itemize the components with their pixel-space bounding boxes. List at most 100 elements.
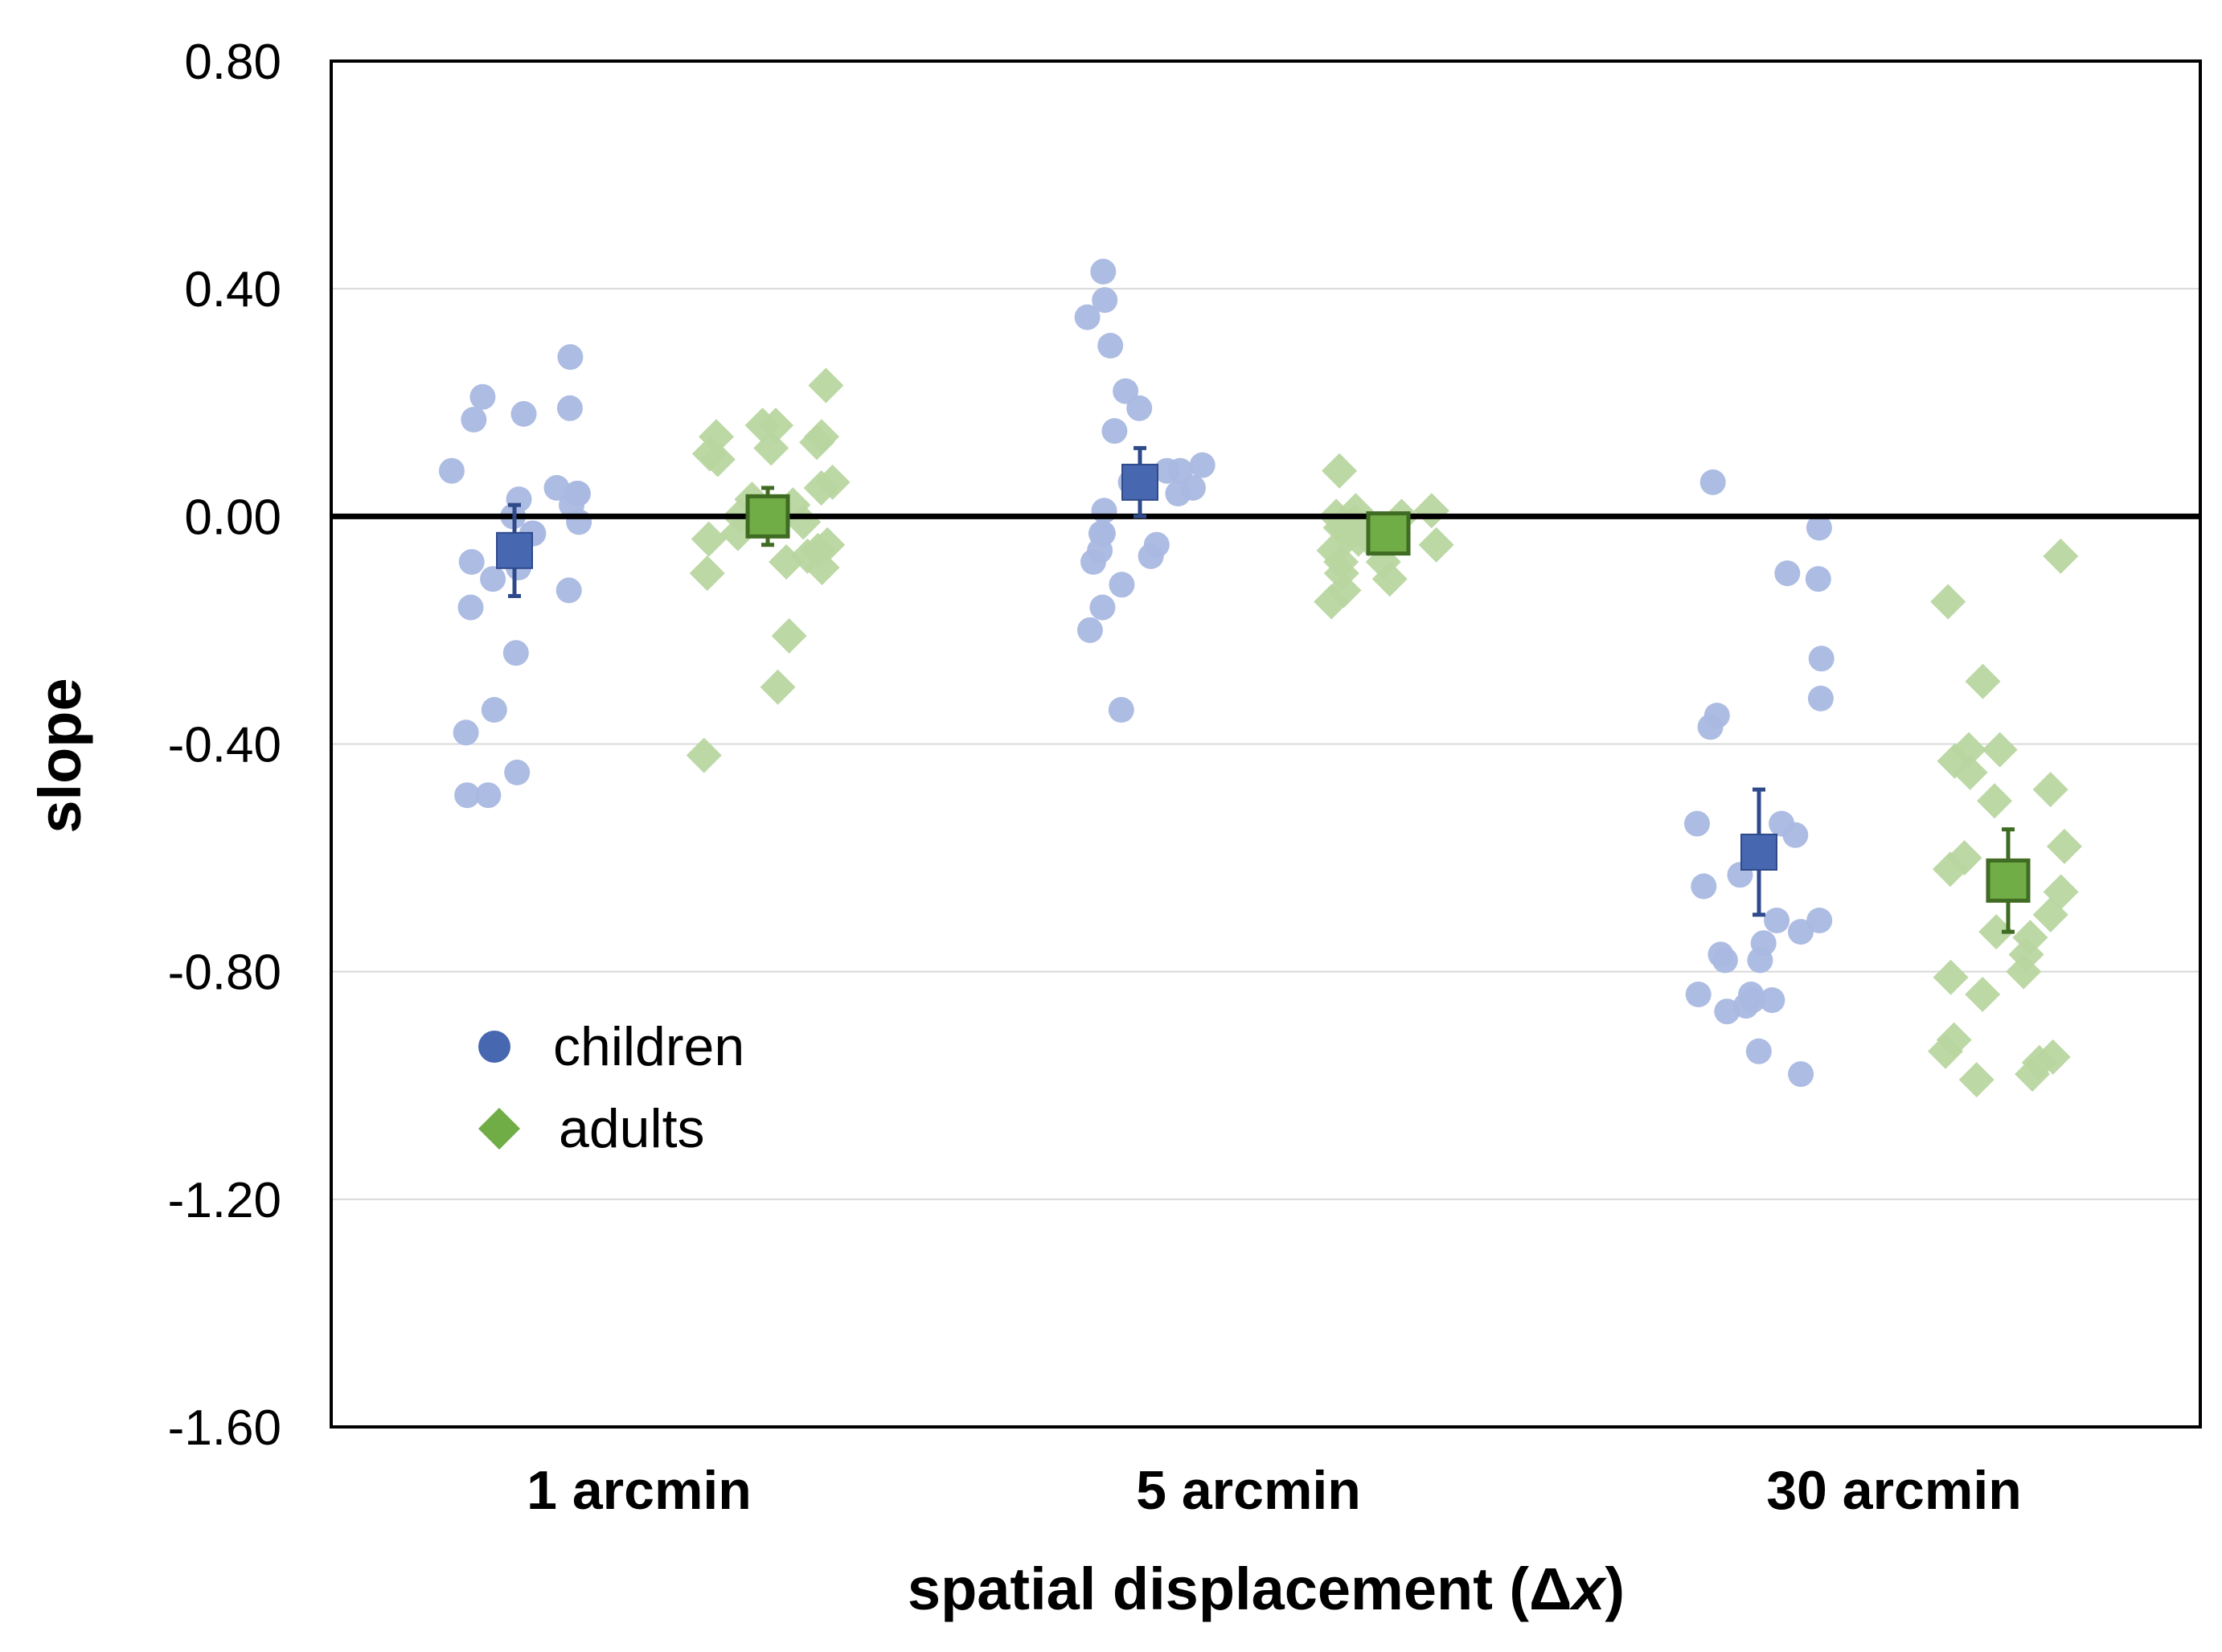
- children-data-point: [480, 566, 506, 592]
- children-data-point: [454, 782, 481, 809]
- adults-data-point: [691, 521, 727, 557]
- y-tick-label: 0.40: [184, 262, 281, 318]
- y-tick-label: -0.80: [168, 945, 281, 1001]
- children-data-point: [1714, 998, 1740, 1025]
- children-data-point: [1090, 258, 1117, 285]
- children-data-point: [1807, 685, 1834, 711]
- y-tick-label: 0.80: [184, 35, 281, 90]
- x-axis-title-prefix: spatial displacement (: [908, 1556, 1529, 1622]
- adults-data-point: [1933, 959, 1969, 995]
- legend-adults-label: adults: [559, 1098, 704, 1159]
- children-data-point: [1774, 560, 1801, 587]
- children-data-point: [453, 719, 479, 746]
- x-tick-label: 1 arcmin: [527, 1460, 752, 1521]
- children-data-point: [1712, 947, 1738, 974]
- children-data-point: [1138, 543, 1164, 569]
- adults-data-point: [769, 543, 805, 580]
- children-data-point: [1788, 1061, 1814, 1088]
- children-data-point: [556, 577, 582, 604]
- y-tick-label: 0.00: [184, 490, 281, 545]
- adults-mean-marker: [1986, 858, 2031, 903]
- children-data-point: [1808, 646, 1835, 672]
- legend: children adults: [478, 1016, 744, 1159]
- children-data-point: [1806, 514, 1832, 541]
- adults-data-point: [2032, 896, 2068, 933]
- children-data-point: [510, 400, 537, 427]
- children-data-point: [1684, 810, 1710, 837]
- children-data-point: [461, 407, 487, 432]
- y-tick-label: -0.40: [168, 718, 281, 773]
- gridlines: [331, 288, 2200, 1200]
- children-data-point: [1699, 469, 1726, 495]
- children-mean-marker: [1740, 834, 1777, 871]
- children-data-point: [1691, 873, 1717, 900]
- children-data-point: [1089, 594, 1116, 621]
- children-data-point: [1101, 418, 1128, 445]
- legend-children-marker: [478, 1031, 510, 1063]
- children-data-point: [1747, 947, 1773, 974]
- x-axis-title-variable: x: [1568, 1556, 1607, 1622]
- children-data-point: [504, 759, 531, 785]
- adults-data-point: [699, 441, 736, 478]
- adults-data-point: [1314, 584, 1350, 620]
- x-axis-ticks: 1 arcmin 5 arcmin 30 arcmin: [527, 1460, 2022, 1521]
- adults-data-point: [2043, 538, 2079, 574]
- x-tick-label: 30 arcmin: [1766, 1460, 2022, 1521]
- children-data-point: [1764, 908, 1790, 933]
- children-data-point: [1097, 333, 1124, 359]
- children-data-point: [475, 782, 502, 809]
- x-tick-label: 5 arcmin: [1136, 1460, 1361, 1521]
- children-data-point: [1113, 378, 1139, 404]
- adults-data-point: [1982, 732, 2018, 768]
- adults-mean-marker: [1366, 511, 1411, 556]
- y-axis-title: slope: [27, 678, 93, 833]
- children-data-point: [481, 697, 507, 723]
- adults-data-point: [2032, 772, 2068, 808]
- y-tick-label: -1.60: [168, 1400, 281, 1456]
- mean-markers: [496, 445, 2031, 934]
- adults-data-point: [2006, 953, 2042, 990]
- children-mean-marker: [1121, 463, 1158, 501]
- children-data-point: [1806, 908, 1833, 933]
- adults-data-point: [1371, 561, 1408, 597]
- adults-data-point: [1413, 493, 1449, 529]
- children-data-point: [1759, 987, 1785, 1014]
- children-data-point: [1805, 566, 1831, 592]
- children-data-point: [566, 509, 592, 535]
- children-data-point: [556, 395, 583, 421]
- adults-data-point: [1322, 453, 1358, 489]
- children-data-point: [1745, 1038, 1772, 1064]
- children-data-point: [1165, 481, 1191, 506]
- adults-data-point: [1965, 976, 2001, 1012]
- children-data-point: [458, 549, 485, 575]
- x-axis-title-suffix: ): [1605, 1556, 1625, 1622]
- adults-data-point: [1977, 783, 2013, 819]
- children-data-point: [457, 594, 484, 621]
- children-data-point: [1076, 617, 1103, 643]
- children-data-point: [1697, 714, 1724, 740]
- children-data-point: [1080, 549, 1106, 575]
- children-data-point: [438, 457, 465, 484]
- y-axis-ticks: 0.80 0.40 0.00 -0.40 -0.80 -1.20 -1.60: [168, 35, 281, 1456]
- legend-children-label: children: [553, 1016, 744, 1077]
- adults-data-point: [760, 669, 796, 705]
- adults-mean-marker: [745, 494, 790, 539]
- adults-data-point: [803, 469, 839, 506]
- adults-data-point: [785, 504, 822, 540]
- adults-data-point: [686, 737, 722, 773]
- children-data-point: [543, 474, 570, 501]
- y-tick-label: -1.20: [168, 1173, 281, 1228]
- children-data-point: [1074, 304, 1101, 330]
- adults-data-point: [758, 408, 794, 444]
- children-data-point: [1109, 572, 1135, 598]
- children-data-point: [1092, 287, 1118, 314]
- plot-area-border: [330, 59, 2202, 1429]
- children-data-point: [1108, 697, 1134, 723]
- adults-data-point: [1418, 527, 1454, 563]
- children-data-point: [1126, 395, 1153, 421]
- children-data-point: [1788, 919, 1814, 945]
- children-data-point: [557, 344, 584, 371]
- adults-data-point: [1965, 663, 2001, 699]
- children-data-point: [1091, 498, 1117, 524]
